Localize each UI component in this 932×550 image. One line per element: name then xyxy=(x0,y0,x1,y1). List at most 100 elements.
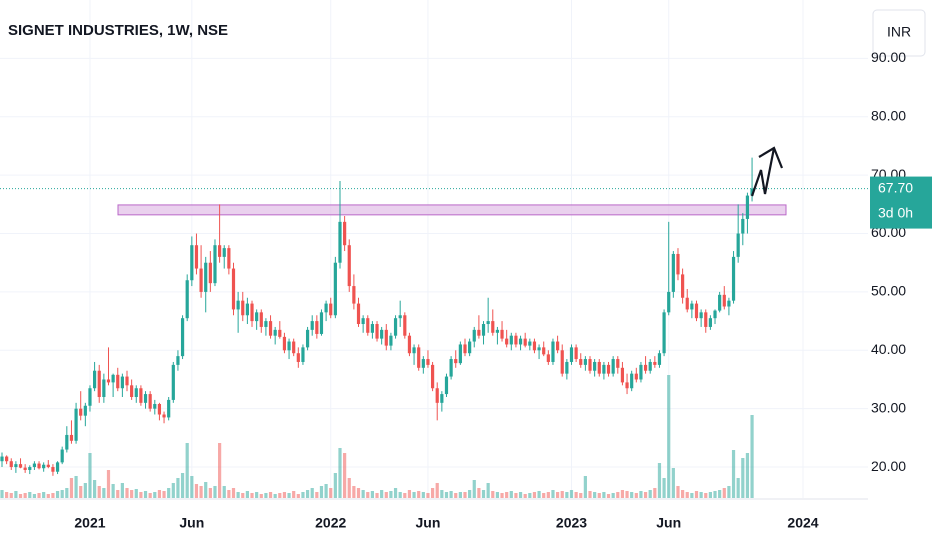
candle-body xyxy=(523,338,527,346)
candle-body xyxy=(574,347,578,360)
volume-bar xyxy=(518,492,523,498)
candle-body xyxy=(528,341,532,346)
candle-body xyxy=(185,280,189,319)
candle-body xyxy=(727,300,731,307)
candle-body xyxy=(148,394,152,409)
currency-button[interactable] xyxy=(872,9,926,57)
volume-bar xyxy=(236,492,240,498)
candle-body xyxy=(0,456,4,462)
candle-body xyxy=(116,374,120,389)
volume-bar xyxy=(736,478,740,498)
candle-body xyxy=(268,321,273,336)
volume-bar xyxy=(148,493,152,498)
volume-bar xyxy=(46,494,50,498)
volume-bar xyxy=(593,492,597,498)
candle-body xyxy=(305,329,310,348)
candle-body xyxy=(481,324,486,336)
candle-body xyxy=(278,329,282,337)
candle-body xyxy=(28,467,32,470)
candle-body xyxy=(227,248,231,269)
candle-body xyxy=(352,286,356,304)
volume-bar xyxy=(514,493,518,498)
candle-body xyxy=(273,329,277,336)
volume-bar xyxy=(42,492,46,498)
candle-body xyxy=(597,361,601,374)
candle-body xyxy=(375,324,379,339)
candle-body xyxy=(417,347,421,368)
volume-bar xyxy=(74,476,78,498)
candle-body xyxy=(14,464,18,468)
volume-bar xyxy=(153,492,157,498)
volume-bar xyxy=(301,492,305,498)
candle-body xyxy=(88,388,92,406)
candle-body xyxy=(556,341,560,351)
volume-bar xyxy=(657,463,662,498)
volume-bar xyxy=(69,478,74,498)
last-price-label: 67.70 xyxy=(878,179,913,195)
candles xyxy=(0,157,754,476)
volume-bar xyxy=(315,492,319,498)
x-tick-label: 2021 xyxy=(74,515,105,531)
candle-body xyxy=(83,405,87,416)
candle-body xyxy=(361,318,365,325)
volume-bar xyxy=(338,448,342,498)
candle-body xyxy=(569,347,574,362)
candle-body xyxy=(551,341,555,362)
volume-bar xyxy=(319,486,324,498)
candle-body xyxy=(134,388,138,397)
candle-body xyxy=(343,221,347,246)
volume-bar xyxy=(694,491,699,498)
volume-bar xyxy=(222,486,226,498)
candle-body xyxy=(125,376,129,386)
volume-bar xyxy=(667,375,671,498)
volume-bar xyxy=(130,490,134,498)
candle-body xyxy=(509,335,513,345)
candle-body xyxy=(319,312,324,334)
currency-label[interactable]: INR xyxy=(887,24,911,40)
volume-bar xyxy=(116,490,120,498)
candle-body xyxy=(292,341,296,354)
candle-body xyxy=(231,268,236,310)
volume-bar xyxy=(430,488,435,498)
volume-bar xyxy=(477,488,481,498)
candle-body xyxy=(51,467,55,472)
candle-body xyxy=(139,388,143,403)
volume-bar xyxy=(620,490,625,498)
volume-bar xyxy=(180,473,185,498)
volume-bar xyxy=(421,492,425,498)
volume-bar xyxy=(65,488,69,498)
candle-body xyxy=(458,344,462,364)
volume-bar xyxy=(120,483,124,498)
volume-bar xyxy=(542,493,546,498)
volume-bar xyxy=(676,486,680,498)
candle-body xyxy=(222,248,226,257)
volume-bar xyxy=(125,488,129,498)
chart-title: SIGNET INDUSTRIES, 1W, NSE xyxy=(8,22,228,39)
volume-bar xyxy=(648,490,652,498)
candle-body xyxy=(65,434,69,450)
volume-bar xyxy=(218,443,222,498)
volume-bar xyxy=(139,492,143,498)
volume-bar xyxy=(380,490,384,498)
candle-body xyxy=(630,373,634,389)
candle-body xyxy=(42,464,46,469)
candle-body xyxy=(106,379,111,383)
candle-body xyxy=(93,370,97,389)
candle-body xyxy=(426,359,430,365)
candle-body xyxy=(532,341,537,351)
volume-bar xyxy=(106,470,111,498)
volume-bar xyxy=(259,494,263,498)
candle-body xyxy=(194,245,199,269)
volume-bar xyxy=(616,492,620,498)
candle-body xyxy=(264,321,268,327)
candle-body xyxy=(495,329,500,333)
volume-bar xyxy=(310,488,314,498)
volume-bar xyxy=(528,493,532,498)
volume-bar xyxy=(569,490,574,498)
volume-bar xyxy=(407,490,412,498)
candle-body xyxy=(366,318,370,333)
volume-bar xyxy=(292,491,296,498)
y-tick-label: 50.00 xyxy=(871,283,906,299)
candle-body xyxy=(333,262,337,316)
